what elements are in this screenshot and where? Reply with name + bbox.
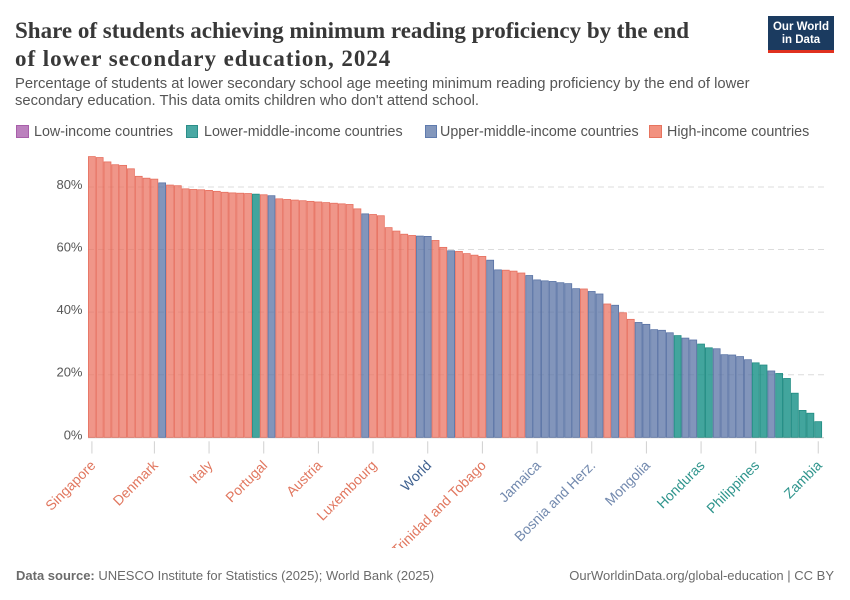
svg-text:Zambia: Zambia (781, 457, 825, 501)
svg-text:World: World (397, 457, 434, 494)
svg-text:Jamaica: Jamaica (496, 457, 544, 505)
svg-text:0%: 0% (64, 427, 83, 442)
svg-text:Austria: Austria (283, 457, 325, 499)
svg-text:80%: 80% (56, 177, 82, 192)
svg-text:Denmark: Denmark (110, 456, 162, 508)
svg-text:40%: 40% (56, 302, 82, 317)
svg-text:Philippines: Philippines (703, 457, 762, 516)
svg-text:Mongolia: Mongolia (602, 457, 654, 509)
svg-text:Singapore: Singapore (42, 457, 99, 514)
svg-text:Italy: Italy (186, 457, 215, 486)
svg-text:60%: 60% (56, 240, 82, 255)
svg-text:Portugal: Portugal (222, 457, 270, 505)
svg-text:20%: 20% (56, 365, 82, 380)
svg-text:Honduras: Honduras (653, 457, 707, 511)
svg-text:Trinidad and Tobago: Trinidad and Tobago (388, 457, 489, 548)
